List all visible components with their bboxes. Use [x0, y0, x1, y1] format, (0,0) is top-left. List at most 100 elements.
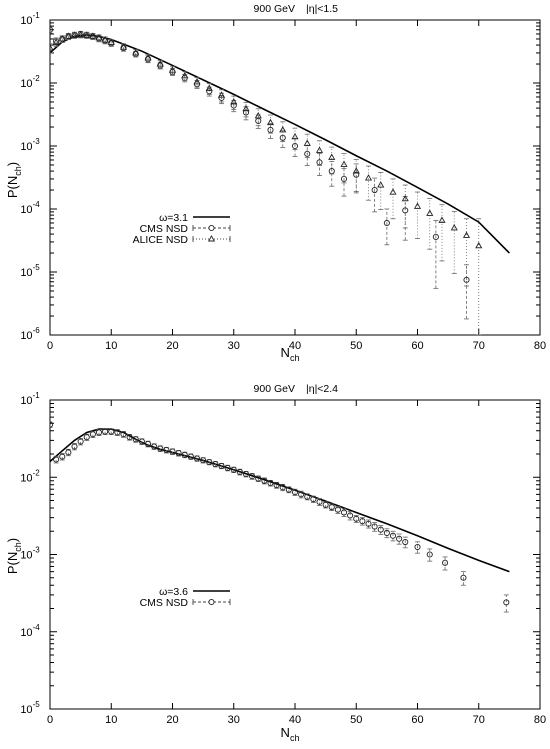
- data-point-triangle: [101, 36, 109, 43]
- data-point-triangle: [107, 38, 115, 45]
- y-tick-base: 10: [20, 627, 32, 639]
- y-tick-label: 10-6: [20, 326, 40, 342]
- data-point-circle: [377, 526, 384, 533]
- data-point-circle: [359, 518, 366, 525]
- data-point-triangle: [291, 132, 299, 140]
- y-tick-base: 10: [20, 141, 32, 153]
- data-point-triangle: [328, 153, 336, 160]
- model-curve: [50, 428, 510, 573]
- data-point-circle: [371, 186, 378, 194]
- y-tick-label: 10-4: [20, 200, 40, 216]
- data-point-circle: [181, 451, 188, 458]
- x-axis-title-sub: ch: [290, 353, 300, 363]
- y-tick-base: 10: [20, 267, 32, 279]
- data-point-triangle: [462, 231, 471, 238]
- series-circle-dashed: [50, 26, 470, 320]
- data-point-triangle: [242, 104, 250, 112]
- y-axis-title-sub: ch: [13, 166, 23, 176]
- data-point-triangle: [303, 139, 311, 146]
- data-point-triangle: [475, 241, 483, 249]
- data-point-circle: [353, 515, 360, 522]
- data-point-triangle: [438, 216, 446, 223]
- y-tick-label: 10-3: [20, 137, 40, 153]
- panel-bottom-subtitle: |η|<2.4: [306, 383, 338, 395]
- y-tick-exponent: -2: [33, 468, 41, 477]
- data-point-triangle: [168, 66, 177, 73]
- y-tick-exponent: -5: [33, 700, 41, 709]
- data-point-circle: [151, 443, 158, 450]
- y-tick-exponent: -3: [33, 546, 41, 555]
- panel-top-y-axis-title: P(Nch): [5, 162, 23, 198]
- y-tick-base: 10: [20, 204, 32, 216]
- data-point-circle: [114, 429, 121, 436]
- x-tick-label: 0: [47, 714, 53, 726]
- data-point-triangle: [89, 32, 97, 39]
- x-tick-label: 40: [289, 714, 301, 726]
- data-point-circle: [169, 448, 176, 455]
- x-axis-title-main: N: [281, 345, 290, 360]
- data-point-circle: [108, 428, 115, 435]
- data-point-triangle: [193, 78, 201, 85]
- y-tick-base: 10: [20, 550, 32, 562]
- data-point-circle: [163, 446, 170, 454]
- y-axis-title-main: P(N: [5, 552, 20, 574]
- y-tick-label: 10-3: [20, 546, 40, 562]
- legend-marker-triangle: [207, 235, 216, 242]
- data-point-circle: [267, 480, 274, 487]
- data-point-triangle: [217, 91, 226, 98]
- data-point-circle: [334, 506, 341, 513]
- data-point-circle: [298, 491, 305, 498]
- data-point-triangle: [205, 84, 213, 91]
- data-point-circle: [383, 529, 390, 537]
- x-tick-label: 60: [411, 340, 423, 352]
- data-point-circle: [95, 429, 103, 436]
- y-tick-base: 10: [20, 330, 32, 342]
- data-point-triangle: [413, 202, 422, 209]
- data-point-circle: [402, 207, 409, 214]
- y-tick-label: 10-2: [20, 468, 40, 484]
- data-point-circle: [230, 466, 237, 473]
- data-point-triangle: [266, 118, 275, 126]
- data-point-circle: [365, 520, 372, 527]
- legend-marker-circle: [208, 224, 215, 232]
- data-point-circle: [89, 431, 96, 438]
- panel-top-plot-area: [50, 26, 510, 335]
- legend-label: ω=3.6: [159, 586, 188, 598]
- y-tick-label: 10-1: [20, 11, 40, 27]
- legend-label: ω=3.1: [159, 212, 188, 224]
- x-tick-label: 60: [411, 714, 423, 726]
- data-point-circle: [261, 477, 268, 484]
- series-solid-line: [50, 428, 510, 573]
- data-point-circle: [200, 457, 207, 464]
- y-tick-base: 10: [20, 395, 32, 407]
- panel-top-title: 900 GeV: [254, 3, 295, 15]
- y-tick-exponent: -6: [33, 326, 41, 335]
- y-tick-label: 10-5: [20, 700, 40, 716]
- data-point-circle: [432, 233, 439, 241]
- data-point-circle: [389, 532, 397, 539]
- data-point-triangle: [132, 49, 140, 56]
- x-axis-title-sub: ch: [290, 733, 300, 743]
- data-point-triangle: [70, 31, 79, 38]
- legend-label: ALICE NSD: [133, 234, 189, 246]
- y-axis-title-sub: ch: [13, 542, 23, 552]
- data-point-triangle: [279, 125, 287, 133]
- x-tick-label: 80: [534, 714, 546, 726]
- data-point-circle: [310, 496, 317, 503]
- panel-top-x-axis-title: Nch: [281, 345, 300, 363]
- data-point-circle: [242, 471, 250, 478]
- x-tick-label: 30: [228, 714, 240, 726]
- y-axis-title-main: P(N: [5, 176, 20, 198]
- x-tick-label: 70: [473, 714, 485, 726]
- data-point-circle: [50, 26, 54, 33]
- x-tick-label: 10: [105, 340, 117, 352]
- y-tick-exponent: -4: [33, 623, 41, 632]
- y-axis-title-tail: ): [5, 538, 20, 542]
- data-point-triangle: [230, 98, 238, 105]
- data-point-triangle: [377, 181, 385, 188]
- data-point-circle: [224, 464, 231, 471]
- data-point-triangle: [364, 174, 373, 181]
- data-point-triangle: [340, 160, 348, 167]
- data-point-circle: [157, 445, 164, 452]
